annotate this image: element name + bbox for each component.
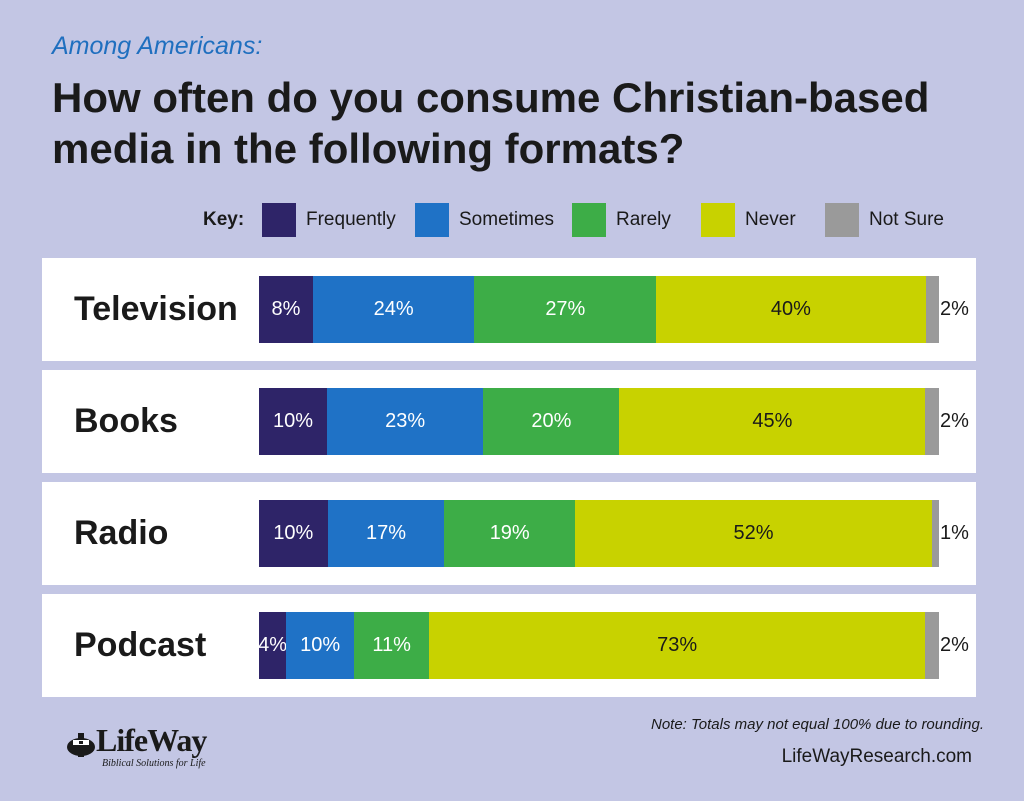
chart-title: How often do you consume Christian-based…	[52, 74, 930, 172]
legend-swatch-frequently	[262, 203, 296, 237]
bar-segment-never: 52%	[574, 500, 933, 567]
stacked-bar: 10% 17% 19% 52%	[259, 500, 939, 567]
bar-segment-not-sure	[925, 612, 939, 679]
stacked-bar: 4% 10% 11% 73%	[258, 612, 939, 679]
data-label-not-sure: 2%	[940, 410, 969, 432]
bar-segment-sometimes: 23%	[327, 388, 484, 455]
bar-segment-frequently: 8%	[259, 276, 313, 343]
data-label-not-sure: 1%	[940, 522, 969, 544]
stacked-bar: 10% 23% 20% 45%	[259, 388, 939, 455]
data-label: 11%	[372, 634, 411, 656]
legend-swatch-rarely	[572, 203, 606, 237]
legend-label-not-sure: Not Sure	[869, 209, 944, 230]
legend-swatch-never	[701, 203, 735, 237]
bar-segment-rarely: 20%	[483, 388, 620, 455]
data-label: 17%	[366, 522, 407, 544]
legend-swatch-sometimes	[415, 203, 449, 237]
legend-swatch-not-sure	[825, 203, 859, 237]
lifeway-logo: LifeWay Biblical Solutions for Life	[66, 722, 266, 782]
bar-segment-rarely: 11%	[354, 612, 429, 679]
legend-label-frequently: Frequently	[306, 209, 396, 230]
legend: Key: Frequently Sometimes Rarely Never N…	[0, 203, 1024, 237]
bar-segment-sometimes: 24%	[312, 276, 475, 343]
bar-segment-rarely: 19%	[444, 500, 575, 567]
stacked-bar: 8% 24% 27% 40%	[259, 276, 939, 343]
bar-segment-sometimes: 10%	[286, 612, 355, 679]
site-url[interactable]: LifeWayResearch.com	[781, 746, 972, 767]
bar-segment-frequently: 10%	[259, 500, 328, 567]
bar-segment-never: 40%	[656, 276, 926, 343]
data-label: 20%	[531, 410, 572, 432]
data-label: 52%	[733, 522, 774, 544]
category-label: Television	[74, 290, 238, 328]
bar-segment-not-sure	[925, 388, 939, 455]
data-label: 8%	[271, 298, 301, 320]
bar-segment-never: 45%	[619, 388, 926, 455]
data-label: 10%	[272, 410, 314, 432]
legend-label-never: Never	[745, 209, 796, 230]
bar-segment-sometimes: 17%	[327, 500, 445, 567]
bar-segment-frequently: 10%	[259, 388, 327, 455]
category-label: Podcast	[74, 626, 207, 664]
data-label: 23%	[385, 410, 426, 432]
bar-segment-frequently: 4%	[258, 612, 288, 679]
chart-row-podcast: Podcast 4% 10% 11% 73% 2%	[42, 594, 976, 697]
data-label: 10%	[273, 522, 314, 544]
bar-segment-rarely: 27%	[474, 276, 657, 343]
bar-segment-not-sure	[932, 500, 939, 567]
data-label: 24%	[373, 298, 414, 320]
legend-key-label: Key:	[203, 209, 245, 230]
rounding-note: Note: Totals may not equal 100% due to r…	[650, 716, 984, 733]
data-label-not-sure: 2%	[940, 634, 969, 656]
chart-subtitle: Among Americans:	[52, 32, 263, 60]
bar-segment-not-sure	[925, 276, 939, 343]
lifeway-cross-icon	[67, 733, 95, 757]
data-label: 45%	[752, 410, 793, 432]
logo-tagline: Biblical Solutions for Life	[102, 758, 206, 769]
chart-row-radio: Radio 10% 17% 19% 52% 1%	[42, 482, 976, 585]
chart-row-books: Books 10% 23% 20% 45% 2%	[42, 370, 976, 473]
chart-row-television: Television 8% 24% 27% 40% 2%	[42, 258, 976, 361]
category-label: Books	[74, 402, 178, 440]
data-label-not-sure: 2%	[940, 298, 969, 320]
legend-label-sometimes: Sometimes	[459, 209, 555, 230]
bar-segment-never: 73%	[429, 612, 926, 679]
data-label: 10%	[300, 634, 341, 656]
data-label: 19%	[489, 522, 530, 544]
data-label: 73%	[657, 634, 698, 656]
legend-label-rarely: Rarely	[616, 209, 671, 230]
data-label: 4%	[258, 634, 288, 656]
data-label: 27%	[545, 298, 586, 320]
category-label: Radio	[74, 514, 169, 552]
data-label: 40%	[770, 298, 811, 320]
logo-text: LifeWay	[96, 722, 207, 758]
